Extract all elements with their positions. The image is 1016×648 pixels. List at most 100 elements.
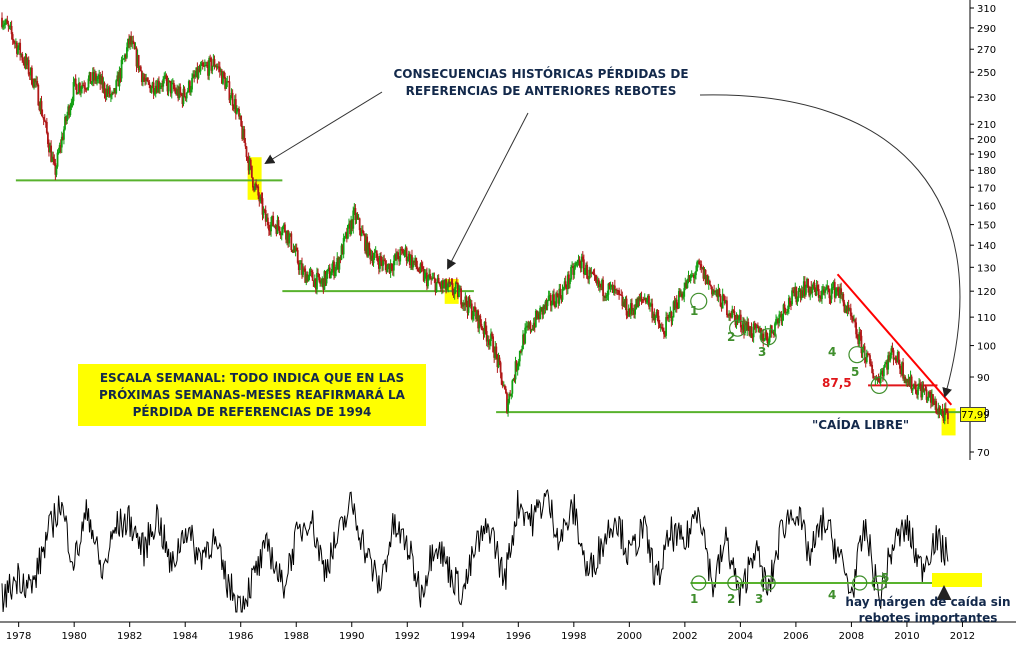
candle-body: [342, 237, 345, 255]
candle-body: [114, 88, 117, 94]
candle-body: [843, 302, 846, 312]
candle-body: [782, 304, 785, 315]
candle-body: [547, 295, 550, 301]
candle-body: [288, 235, 291, 244]
candle-body: [468, 297, 471, 307]
candle-body: [447, 281, 450, 288]
candle-body: [565, 287, 568, 290]
candle-body: [480, 323, 483, 329]
candle-body: [53, 158, 56, 164]
candle-body: [432, 277, 435, 279]
candle-body: [703, 269, 706, 279]
candle-body: [355, 215, 358, 221]
candle-body: [755, 325, 758, 329]
candle-body: [743, 322, 745, 333]
candle-body: [737, 318, 740, 321]
candle-body: [525, 326, 528, 328]
candle-body: [677, 291, 680, 309]
candle-body: [155, 85, 158, 93]
candle-body: [385, 264, 388, 273]
candle-body: [749, 326, 752, 336]
candle-body: [619, 294, 622, 296]
candle-body: [816, 285, 819, 290]
candle-body: [440, 281, 443, 289]
candle-body: [270, 221, 272, 232]
candle-body: [848, 308, 851, 311]
candle-body: [767, 342, 770, 344]
candle-body: [689, 275, 692, 281]
candle-body: [5, 19, 8, 23]
candle-body: [448, 281, 451, 284]
candle-body: [864, 359, 867, 363]
candle-body: [701, 267, 704, 269]
candle-body: [218, 66, 221, 72]
candle-body: [176, 89, 178, 95]
candle-body: [241, 125, 244, 140]
candle-body: [443, 284, 445, 288]
candle-body: [336, 257, 339, 265]
candle-body: [439, 284, 442, 289]
candle-body: [569, 279, 571, 285]
candle-body: [178, 86, 181, 99]
candle-body: [445, 279, 448, 290]
candle-body: [364, 235, 366, 251]
candle-body: [216, 66, 219, 68]
candle-body: [777, 319, 780, 324]
candle-body: [277, 220, 280, 227]
circle-label-3: 3: [758, 345, 767, 359]
candle-body: [224, 77, 227, 89]
candle-body: [601, 279, 603, 288]
candle-body: [712, 290, 714, 295]
candle-body: [276, 220, 279, 234]
candle-body: [431, 278, 434, 280]
candle-body: [359, 230, 362, 236]
candle-body: [50, 145, 53, 162]
candle-body: [929, 392, 932, 403]
candle-body: [481, 328, 484, 330]
candle-body: [34, 79, 36, 83]
candle-body: [645, 300, 648, 303]
candle-body: [477, 310, 480, 329]
candle-body: [621, 295, 624, 306]
candle-body: [430, 278, 433, 280]
candle-body: [17, 47, 19, 54]
candle-body: [936, 412, 939, 414]
candle-body: [902, 362, 904, 379]
candle-body: [693, 275, 696, 279]
candle-body: [684, 282, 687, 289]
candle-body: [421, 266, 424, 270]
candle-body: [628, 308, 631, 315]
time-tick-label-1998: 1998: [561, 631, 586, 642]
candle-body: [388, 263, 391, 273]
candle-body: [607, 283, 610, 295]
candle-body: [235, 109, 238, 114]
candle-body: [399, 249, 402, 262]
candle-body: [877, 378, 880, 382]
candle-body: [345, 232, 348, 239]
candle-body: [282, 224, 285, 227]
candle-body: [797, 291, 800, 298]
candle-body: [716, 289, 719, 298]
candle-body: [177, 89, 180, 99]
price-tick-label-250: 250: [977, 68, 996, 79]
candle-body: [131, 40, 134, 45]
candle-body: [539, 308, 541, 320]
candle-body: [30, 67, 33, 85]
time-tick-label-1984: 1984: [172, 631, 197, 642]
candle-body: [187, 81, 190, 91]
candle-body: [596, 279, 599, 284]
candle-body: [752, 323, 755, 338]
candle-body: [452, 292, 455, 295]
candle-body: [795, 286, 798, 303]
candle-body: [885, 362, 887, 365]
candle-body: [635, 298, 638, 310]
candle-body: [373, 252, 376, 258]
candle-body: [657, 315, 660, 324]
candle-body: [70, 102, 73, 108]
candle-body: [256, 185, 259, 187]
candle-body: [377, 261, 380, 269]
candle-body: [234, 99, 237, 114]
candle-body: [681, 293, 683, 298]
candle-body: [498, 357, 501, 363]
